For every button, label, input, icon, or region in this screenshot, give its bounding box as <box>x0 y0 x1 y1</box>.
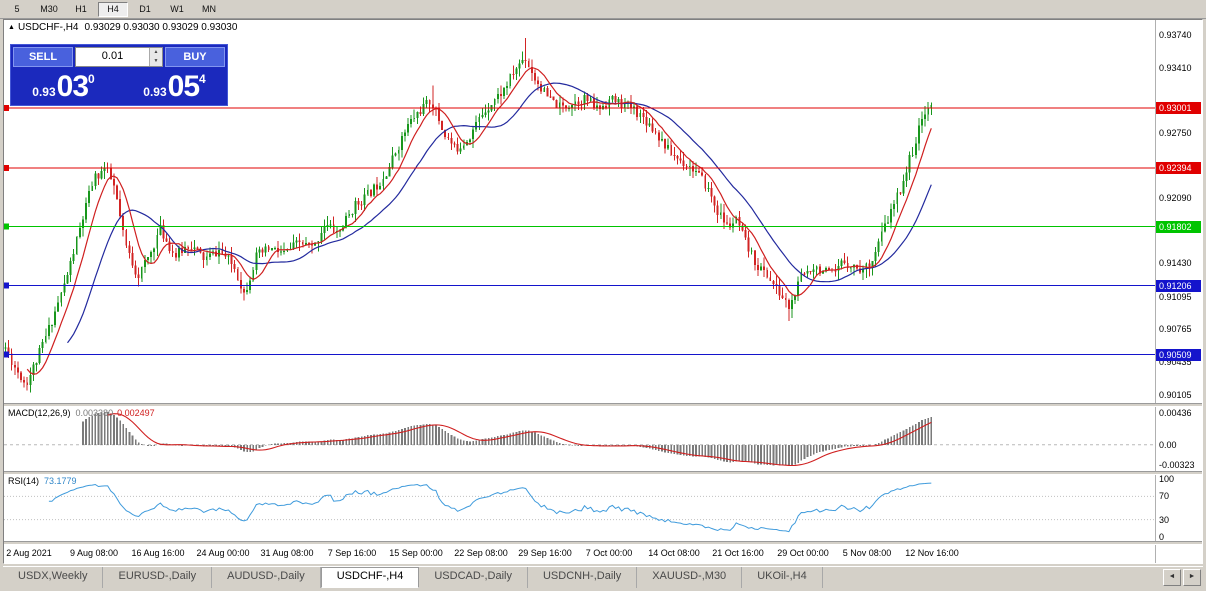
time-axis-label: 5 Nov 08:00 <box>842 548 892 558</box>
time-axis-label: 15 Sep 00:00 <box>389 548 443 558</box>
panel-divider <box>4 541 1202 545</box>
price-chart-panel[interactable]: ▲ USDCHF-,H4 0.93029 0.93030 0.93029 0.930… <box>4 20 1155 403</box>
collapse-arrow-icon[interactable]: ▲ <box>8 24 15 31</box>
price-axis-tick: 0.90765 <box>1159 324 1192 334</box>
macd-axis-tick: 0.00 <box>1159 440 1177 450</box>
time-axis-label: 9 Aug 08:00 <box>69 548 119 558</box>
lot-spinner: ▲ ▼ <box>149 48 162 66</box>
time-axis-label: 22 Sep 08:00 <box>454 548 508 558</box>
chart-tab[interactable]: EURUSD-,Daily <box>103 567 213 588</box>
chart-tab[interactable]: USDCHF-,H4 <box>320 567 420 588</box>
price-axis-tick: 0.92090 <box>1159 193 1192 203</box>
one-click-trading-panel: SELL 0.01 ▲ ▼ BUY <box>10 44 228 106</box>
price-level-badge: 0.91206 <box>1156 280 1201 292</box>
price-level-badge: 0.90509 <box>1156 349 1201 361</box>
lot-size-value[interactable]: 0.01 <box>101 50 124 62</box>
chart-tab[interactable]: AUDUSD-,Daily <box>212 567 321 588</box>
macd-chart <box>4 412 1155 467</box>
time-axis-label: 16 Aug 16:00 <box>131 548 185 558</box>
plot-column: ▲ USDCHF-,H4 0.93029 0.93030 0.93029 0.930… <box>4 20 1202 563</box>
timeframe-button-d1[interactable]: D1 <box>139 3 151 14</box>
chart-title: ▲ USDCHF-,H4 0.93029 0.93030 0.93029 0.930… <box>8 22 237 33</box>
macd-main-value: 0.003380 <box>75 408 114 418</box>
timeframe-button-w1[interactable]: W1 <box>170 3 184 14</box>
price-axis-tick: 0.90105 <box>1159 390 1192 400</box>
time-axis-label: 31 Aug 08:00 <box>260 548 314 558</box>
time-axis-label: 12 Nov 16:00 <box>905 548 959 558</box>
rsi-axis-tick: 70 <box>1159 491 1170 501</box>
time-axis-label: 14 Oct 08:00 <box>648 548 700 558</box>
time-axis-label: 7 Oct 00:00 <box>585 548 633 558</box>
price-axis[interactable]: 0.93740 0.93410 0.92750 0.92090 0.91430 0.910… <box>1155 20 1202 563</box>
rsi-chart <box>4 482 1155 533</box>
rsi-axis-tick: 100 <box>1159 474 1175 484</box>
time-axis-label: 24 Aug 00:00 <box>196 548 250 558</box>
chart-tab-bar: USDX,Weekly EURUSD-,Daily AUDUSD-,Daily USD… <box>3 566 1203 588</box>
tab-scroll-right-button[interactable]: ► <box>1183 569 1201 586</box>
price-axis-tick: 0.91430 <box>1159 258 1192 268</box>
macd-panel[interactable]: MACD(12,26,9) 0.003380 0.002497 <box>4 407 1155 471</box>
rsi-name: RSI(14) <box>8 476 40 486</box>
macd-axis-tick: -0.00323 <box>1159 460 1195 470</box>
price-level-badge: 0.91802 <box>1156 221 1201 233</box>
macd-axis-tick: 0.00436 <box>1159 408 1192 418</box>
price-axis-tick: 0.93410 <box>1159 63 1192 73</box>
chart-body: ▲ USDCHF-,H4 0.93029 0.93030 0.93029 0.930… <box>4 20 1202 563</box>
rsi-axis-tick: 0 <box>1159 532 1165 542</box>
lot-size-field[interactable]: 0.01 ▲ ▼ <box>75 47 163 67</box>
sell-price-big-digits: 03 <box>56 70 89 103</box>
timeframe-button-h4[interactable]: H4 <box>98 1 128 17</box>
buy-price-display: 0.93 05 4 <box>124 69 225 103</box>
time-axis-label: 29 Sep 16:00 <box>518 548 572 558</box>
timeframe-button-mn[interactable]: MN <box>202 3 216 14</box>
time-axis-label: 2 Aug 2021 <box>6 548 52 558</box>
time-axis-label: 29 Oct 00:00 <box>777 548 829 558</box>
timeframe-button-5[interactable]: 5 <box>14 3 20 14</box>
panel-divider[interactable] <box>4 403 1202 407</box>
time-axis[interactable]: 2 Aug 2021 9 Aug 08:00 16 Aug 16:00 24 Aug … <box>4 545 1155 563</box>
timeframe-button-m30[interactable]: M30 <box>40 3 58 14</box>
price-level-badge: 0.93001 <box>1156 102 1201 114</box>
symbol-period-label: USDCHF-,H4 <box>17 22 79 33</box>
panel-divider[interactable] <box>4 471 1202 475</box>
timeframe-button-h1[interactable]: H1 <box>75 3 87 14</box>
lot-increase-button[interactable]: ▲ <box>150 48 162 57</box>
sell-button[interactable]: SELL <box>13 47 73 67</box>
price-axis-tick: 0.93740 <box>1159 30 1192 40</box>
price-axis-tick: 0.92750 <box>1159 128 1192 138</box>
buy-button[interactable]: BUY <box>165 47 225 67</box>
chart-tab[interactable]: USDCNH-,Daily <box>528 567 638 588</box>
ohlc-values: 0.93029 0.93030 0.93029 0.93030 <box>84 22 238 33</box>
rsi-value: 73.1779 <box>44 476 77 486</box>
chart-window: ▲ USDCHF-,H4 0.93029 0.93030 0.93029 0.930… <box>3 19 1203 564</box>
chart-tab[interactable]: USDX,Weekly <box>3 567 104 588</box>
sell-price-pipette: 0 <box>88 72 95 86</box>
tab-scroll-left-button[interactable]: ◄ <box>1163 569 1181 586</box>
rsi-panel[interactable]: RSI(14) 73.1779 <box>4 475 1155 541</box>
macd-label: MACD(12,26,9) 0.003380 0.002497 <box>8 408 155 418</box>
candlestick-chart[interactable] <box>4 20 1155 403</box>
timeframe-toolbar: 5 M30 H1 H4 D1 W1 MN <box>0 0 1206 19</box>
lot-decrease-button[interactable]: ▼ <box>150 57 162 66</box>
buy-price-prefix: 0.93 <box>143 85 167 99</box>
rsi-axis-tick: 30 <box>1159 515 1170 525</box>
macd-signal-value: 0.002497 <box>117 408 155 418</box>
rsi-label: RSI(14) 73.1779 <box>8 476 77 486</box>
price-level-badge: 0.92394 <box>1156 162 1201 174</box>
price-axis-tick: 0.90435 <box>1159 357 1192 367</box>
chart-tab[interactable]: UKOil-,H4 <box>742 567 823 588</box>
chart-tab[interactable]: USDCAD-,Daily <box>419 567 528 588</box>
time-axis-label: 21 Oct 16:00 <box>712 548 764 558</box>
tab-scroll-controls: ◄ ► <box>1163 567 1203 588</box>
time-axis-label: 7 Sep 16:00 <box>327 548 377 558</box>
chart-tab[interactable]: XAUUSD-,M30 <box>637 567 743 588</box>
price-axis-tick: 0.91095 <box>1159 292 1192 302</box>
buy-price-big-digits: 05 <box>167 70 200 103</box>
macd-name: MACD(12,26,9) <box>8 408 71 418</box>
chart-tabs: USDX,Weekly EURUSD-,Daily AUDUSD-,Daily USD… <box>3 567 823 588</box>
sell-price-display: 0.93 03 0 <box>13 69 114 103</box>
sell-price-prefix: 0.93 <box>32 85 56 99</box>
buy-price-pipette: 4 <box>199 72 206 86</box>
